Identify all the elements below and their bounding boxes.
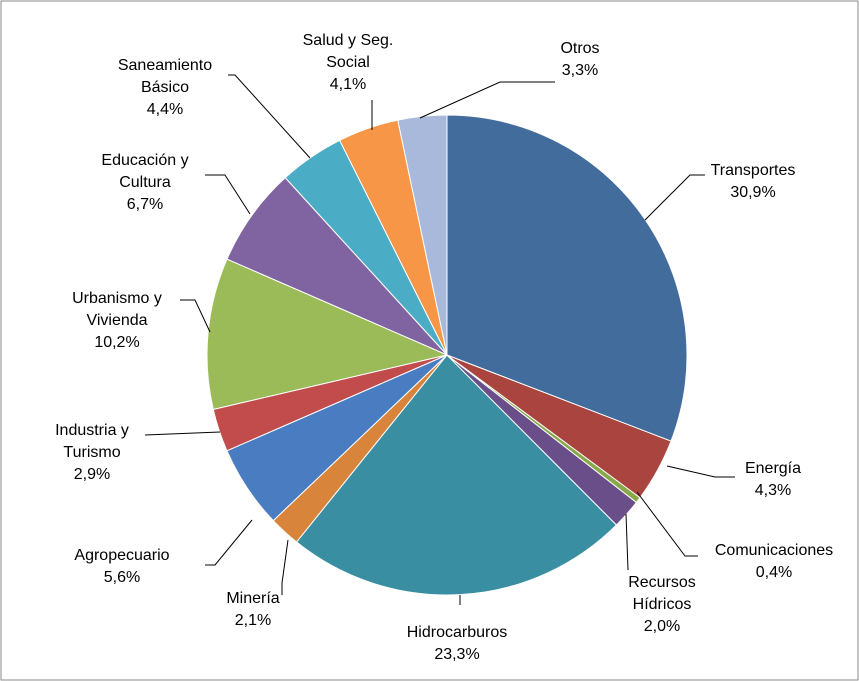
slice-label: Energía 4,3% (723, 458, 823, 502)
slice-label: Comunicaciones 0,4% (698, 540, 850, 584)
slice-label: Otros 3,3% (530, 38, 630, 82)
value-label: 4,3% (754, 482, 792, 499)
slice-label: Transportes 30,9% (688, 160, 818, 204)
value-label: 3,3% (561, 62, 599, 79)
category-label: Salud y Seg. Social (302, 32, 394, 71)
value-label: 5,6% (103, 569, 141, 586)
slice-label: Agropecuario 5,6% (52, 545, 192, 589)
category-label: Recursos Hídricos (628, 574, 696, 613)
value-label: 10,2% (94, 334, 140, 351)
category-label: Energía (744, 460, 802, 477)
value-label: 23,3% (434, 646, 480, 663)
category-label: Transportes (710, 162, 796, 179)
value-label: 2,1% (234, 612, 272, 629)
category-label: Urbanismo y Vivienda (72, 290, 162, 329)
value-label: 4,1% (329, 76, 367, 93)
slice-label: Salud y Seg. Social 4,1% (291, 30, 406, 96)
value-label: 2,0% (643, 618, 681, 635)
value-label: 6,7% (126, 196, 164, 213)
category-label: Minería (226, 590, 280, 607)
slice-label: Urbanismo y Vivienda 10,2% (52, 288, 182, 354)
value-label: 0,4% (755, 564, 793, 581)
category-label: Saneamiento Básico (117, 57, 213, 96)
pie-slice (295, 354, 618, 596)
slice-label: Recursos Hídricos 2,0% (612, 572, 712, 638)
pie-slice (446, 114, 688, 442)
value-label: 4,4% (146, 101, 184, 118)
value-label: 2,9% (73, 466, 111, 483)
pie-slice (206, 258, 449, 411)
category-label: Comunicaciones (714, 542, 834, 559)
category-label: Otros (560, 40, 600, 57)
slice-label: Educación y Cultura 6,7% (80, 150, 210, 216)
slice-label: Industria y Turismo 2,9% (35, 420, 150, 486)
value-label: 30,9% (730, 184, 776, 201)
category-label: Hidrocarburos (406, 624, 508, 641)
slice-label: Saneamiento Básico 4,4% (95, 55, 235, 121)
leader-lines (144, 74, 735, 605)
category-label: Industria y Turismo (55, 422, 129, 461)
category-label: Educación y Cultura (101, 152, 189, 191)
category-label: Agropecuario (74, 547, 170, 564)
slice-label: Hidrocarburos 23,3% (382, 622, 532, 666)
slice-label: Minería 2,1% (203, 588, 303, 632)
